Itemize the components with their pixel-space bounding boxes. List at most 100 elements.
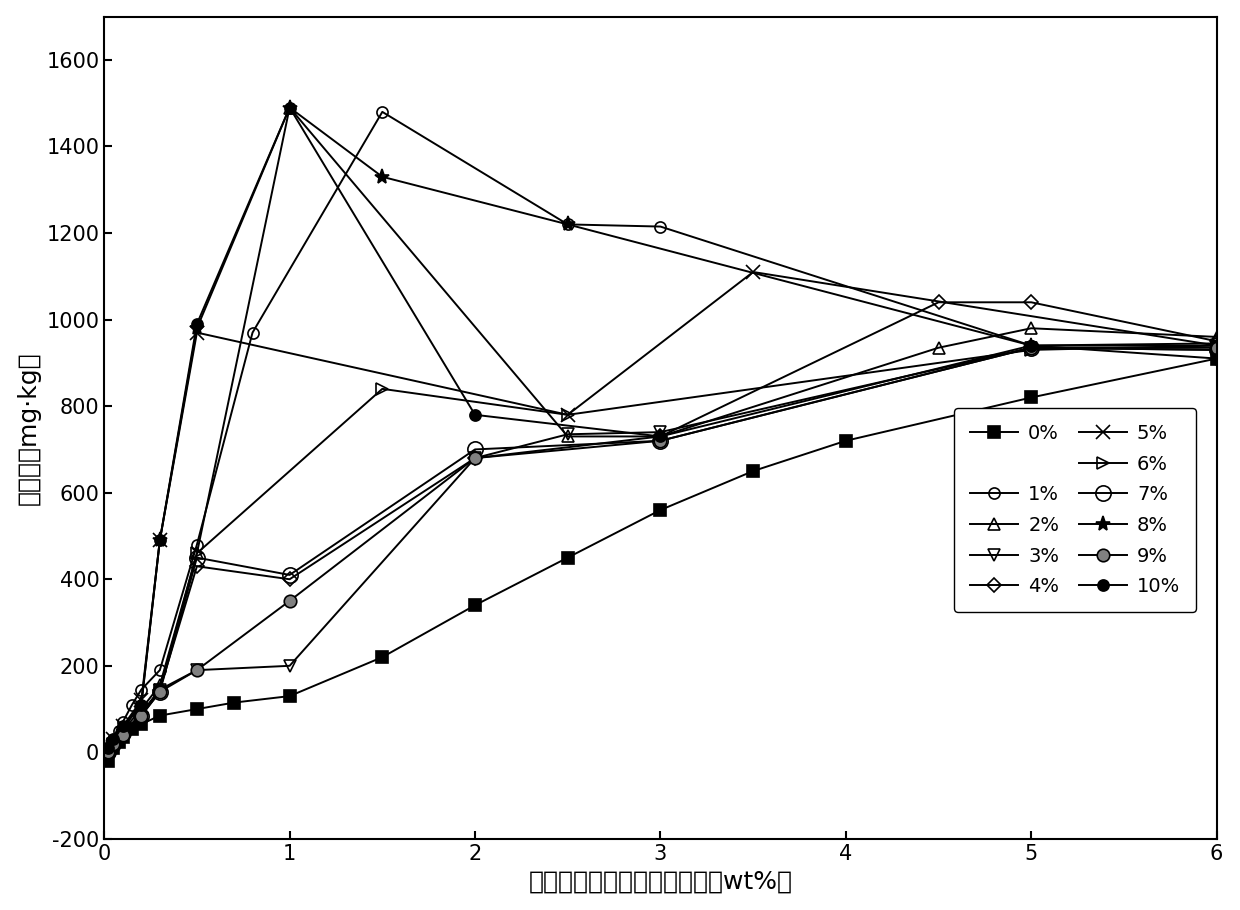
1% (153, 664, 167, 675)
8% (560, 219, 575, 230)
7% (467, 444, 482, 455)
10% (190, 318, 205, 329)
8% (153, 535, 167, 546)
8% (100, 744, 115, 755)
10% (134, 699, 149, 710)
3% (190, 664, 205, 675)
10% (1209, 353, 1224, 364)
10% (153, 535, 167, 546)
2% (560, 431, 575, 442)
Line: 0%: 0% (103, 353, 1223, 766)
3% (107, 738, 122, 749)
Line: 2%: 2% (102, 101, 1223, 756)
4% (1024, 297, 1039, 308)
3% (100, 747, 115, 758)
2% (134, 703, 149, 714)
1% (374, 106, 389, 117)
1% (134, 684, 149, 695)
9% (107, 738, 122, 749)
5% (115, 721, 130, 732)
Line: 4%: 4% (103, 298, 1221, 757)
0% (653, 504, 668, 515)
6% (1209, 340, 1224, 351)
Legend: 0%, , 1%, 2%, 3%, 4%, 5%, 6%, 7%, 8%, 9%, 10%: 0%, , 1%, 2%, 3%, 4%, 5%, 6%, 7%, 8%, 9%… (955, 409, 1195, 612)
2% (653, 431, 668, 442)
7% (653, 435, 668, 446)
2% (1024, 323, 1039, 334)
3% (653, 427, 668, 438)
9% (467, 452, 482, 463)
10% (653, 431, 668, 442)
4% (100, 747, 115, 758)
10% (100, 743, 115, 753)
0% (153, 710, 167, 721)
8% (107, 736, 122, 747)
8% (1024, 340, 1039, 351)
1% (246, 327, 260, 338)
5% (107, 734, 122, 745)
1% (190, 540, 205, 551)
0% (745, 466, 760, 477)
X-axis label: 改性材料中聚合氯化铝含量（wt%）: 改性材料中聚合氯化铝含量（wt%） (528, 869, 792, 894)
0% (227, 697, 242, 708)
3% (560, 429, 575, 440)
0% (134, 719, 149, 730)
3% (283, 661, 298, 672)
0% (560, 552, 575, 563)
3% (115, 730, 130, 741)
4% (653, 431, 668, 442)
9% (1024, 342, 1039, 353)
2% (115, 725, 130, 736)
6% (153, 684, 167, 695)
9% (653, 435, 668, 446)
Line: 7%: 7% (100, 340, 1224, 760)
6% (1024, 344, 1039, 355)
4% (931, 297, 946, 308)
2% (1209, 331, 1224, 342)
1% (112, 725, 126, 736)
3% (134, 708, 149, 719)
6% (115, 730, 130, 741)
7% (1024, 342, 1039, 353)
Line: 8%: 8% (100, 100, 1224, 758)
8% (134, 699, 149, 710)
7% (100, 747, 115, 758)
Y-axis label: 吸附量（mg·kg）: 吸附量（mg·kg） (16, 351, 41, 505)
9% (100, 747, 115, 758)
5% (100, 744, 115, 755)
7% (283, 570, 298, 581)
6% (134, 710, 149, 721)
0% (112, 736, 126, 747)
1% (1024, 340, 1039, 351)
1% (115, 716, 130, 727)
6% (190, 548, 205, 559)
9% (115, 730, 130, 741)
8% (115, 723, 130, 734)
8% (190, 323, 205, 334)
8% (283, 102, 298, 113)
0% (374, 652, 389, 662)
10% (107, 734, 122, 745)
10% (115, 721, 130, 732)
7% (134, 710, 149, 721)
2% (931, 342, 946, 353)
5% (134, 695, 149, 706)
Line: 1%: 1% (103, 106, 1223, 756)
3% (467, 452, 482, 463)
4% (283, 574, 298, 585)
5% (190, 327, 205, 338)
8% (1209, 340, 1224, 351)
5% (153, 535, 167, 546)
4% (153, 684, 167, 695)
0% (1024, 392, 1039, 403)
9% (190, 664, 205, 675)
6% (560, 410, 575, 420)
4% (115, 727, 130, 738)
2% (283, 102, 298, 113)
7% (1209, 344, 1224, 355)
2% (153, 680, 167, 691)
Line: 5%: 5% (100, 265, 1224, 757)
5% (745, 267, 760, 278)
7% (107, 738, 122, 749)
10% (1024, 340, 1039, 351)
